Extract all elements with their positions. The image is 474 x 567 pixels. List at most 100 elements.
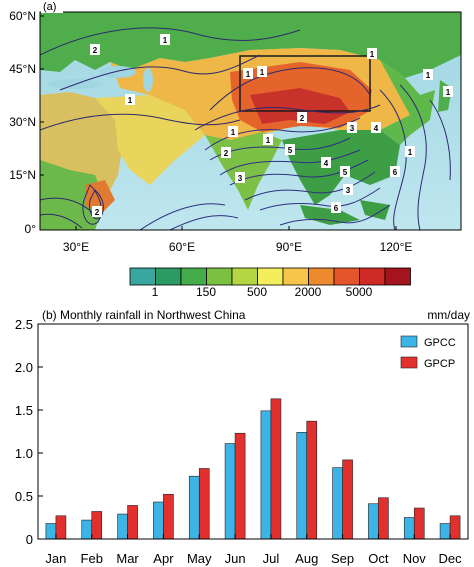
x-tick-label: Feb	[81, 551, 103, 566]
contour-label: 5	[343, 168, 348, 177]
contour-label: 4	[374, 124, 379, 133]
lon-tick-label: 120°E	[380, 240, 413, 254]
contour-label: 1	[426, 71, 431, 80]
bar-gpcp	[449, 515, 461, 540]
bar-gpcp	[55, 515, 67, 540]
colorbar-cell	[129, 267, 156, 286]
legend-label: GPCP	[424, 358, 455, 370]
x-tick-label: Nov	[403, 551, 427, 566]
legend-swatch	[400, 335, 418, 348]
bar-gpcc	[45, 523, 57, 540]
lat-tick-label: 60°N	[9, 9, 36, 23]
bar-gpcc	[439, 523, 451, 540]
y-tick-label: 1.0	[15, 446, 33, 461]
lat-tick-label: 45°N	[9, 62, 36, 76]
longitude-axis: 30°E 60°E 90°E 120°E	[63, 226, 412, 254]
bar-gpcp	[270, 398, 282, 540]
northwest-china-box	[239, 55, 371, 112]
contour-label: 1	[231, 128, 236, 137]
bar-gpcp	[234, 432, 246, 540]
colorbar-label: 5000	[346, 285, 373, 299]
chart-unit: mm/day	[427, 308, 470, 322]
contour-labels: 2 1 1 1 1 1 1 1 1 2 3 4 5 2 4 5 3 3 6 6	[90, 34, 453, 217]
contour-label: 3	[238, 174, 243, 183]
bar-gpcp	[413, 507, 425, 540]
y-tick-label: 0	[26, 532, 33, 547]
contour-label: 2	[300, 114, 305, 123]
map-area: 2 1 1 1 1 1 1 1 1 2 3 4 5 2 4 5 3 3 6 6	[40, 12, 461, 230]
x-tick-label: Jun	[225, 551, 246, 566]
x-tick-label: May	[187, 551, 212, 566]
colorbar-cell	[282, 267, 309, 286]
colorbar-cells	[129, 267, 411, 286]
x-tick-label: Mar	[116, 551, 139, 566]
bar-gpcp	[91, 511, 103, 540]
colorbar-label: 500	[247, 285, 267, 299]
y-tick-label: 1.5	[15, 403, 33, 418]
map-panel: 2 1 1 1 1 1 1 1 1 2 3 4 5 2 4 5 3 3 6 6	[9, 0, 462, 299]
colorbar-cell	[308, 267, 335, 286]
panel-a-label: (a)	[43, 1, 56, 13]
lat-tick-label: 30°N	[9, 115, 36, 129]
latitude-axis: 60°N 45°N 30°N 15°N 0°	[9, 9, 44, 236]
lon-tick-label: 30°E	[63, 240, 89, 254]
bar-gpcc	[153, 501, 164, 540]
colorbar-cell	[180, 267, 207, 286]
contour-label: 1	[446, 88, 451, 97]
contour-label: 1	[370, 50, 375, 59]
bar-gpcc	[332, 467, 343, 540]
bar-gpcc	[260, 410, 272, 540]
colorbar-cell	[155, 267, 182, 286]
colorbar-cell	[231, 267, 258, 286]
colorbar-cell	[359, 267, 386, 286]
bar-gpcc	[81, 519, 93, 540]
bar-gpcc	[403, 517, 415, 540]
contour-label: 3	[346, 186, 351, 195]
colorbar-label: 1	[152, 285, 159, 299]
contour-label: 1	[163, 36, 168, 45]
colorbar-cell	[384, 267, 411, 286]
contour-label: 3	[350, 124, 355, 133]
colorbar-cell	[206, 267, 233, 286]
x-tick-label: Jul	[263, 551, 280, 566]
x-tick-label: Dec	[439, 551, 463, 566]
bar-chart: 0 0.5 1.0 1.5 2.0 2.5 Jan Feb Mar Apr May Jun Jul Aug…	[15, 317, 462, 566]
legend-swatch	[400, 356, 418, 369]
contour-label: 2	[93, 46, 98, 55]
colorbar-cell	[257, 267, 284, 286]
x-tick-label: Jan	[45, 551, 66, 566]
colorbar-label: 2000	[295, 285, 322, 299]
x-tick-label: Sep	[331, 551, 354, 566]
y-tick-label: 2.0	[15, 360, 33, 375]
contour-label: 2	[224, 149, 229, 158]
bar-gpcp	[378, 497, 389, 540]
colorbar: 1 150 500 2000 5000	[129, 267, 411, 299]
colorbar-cell	[333, 267, 360, 286]
chart-panel: (b) Monthly rainfall in Northwest China …	[15, 308, 470, 566]
chart-frame	[37, 323, 469, 540]
bar-gpcc	[368, 503, 379, 540]
x-tick-label: Apr	[153, 551, 174, 566]
contour-label: 6	[334, 204, 339, 213]
y-tick-label: 0.5	[15, 489, 33, 504]
colorbar-label: 150	[196, 285, 216, 299]
x-tick-label: Aug	[295, 551, 318, 566]
contour-label: 1	[128, 96, 133, 105]
chart-title: (b) Monthly rainfall in Northwest China	[42, 308, 246, 322]
contour-label: 2	[95, 208, 100, 217]
contour-label: 1	[246, 70, 251, 79]
bar-gpcc	[296, 432, 308, 540]
bar-gpcp	[127, 505, 138, 540]
bar-gpcc	[224, 443, 236, 540]
bar-gpcc	[188, 475, 200, 540]
contour-label: 1	[260, 68, 265, 77]
lon-tick-label: 90°E	[276, 240, 302, 254]
panel-label-bg	[41, 0, 63, 13]
bar-gpcp	[163, 493, 174, 540]
contour-label: 1	[266, 136, 271, 145]
bar-gpcc	[117, 513, 128, 540]
lat-tick-label: 15°N	[9, 168, 36, 182]
x-tick-label: Oct	[368, 551, 389, 566]
contour-label: 6	[393, 168, 398, 177]
